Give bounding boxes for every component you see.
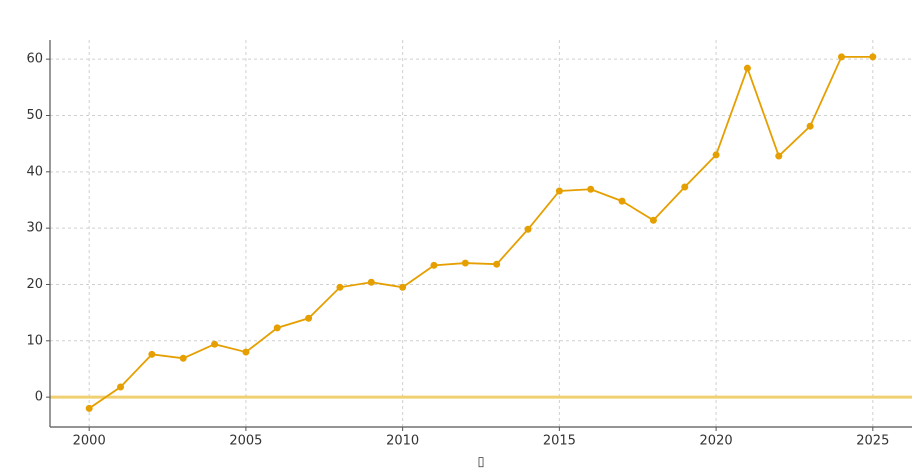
point	[649, 216, 657, 224]
point	[430, 261, 438, 269]
x-tick-label: 2015	[543, 434, 576, 449]
point	[211, 340, 219, 348]
point	[117, 383, 125, 391]
x-tick-label: 2005	[229, 434, 262, 449]
point	[869, 53, 877, 61]
point	[681, 183, 689, 191]
point	[242, 348, 250, 356]
point	[493, 260, 501, 268]
y-tick-label: 0	[35, 390, 43, 405]
y-tick-label: 30	[26, 221, 43, 236]
y-tick-label: 20	[26, 277, 43, 292]
x-tick-label: 2010	[386, 434, 419, 449]
point	[399, 283, 407, 291]
point	[743, 64, 751, 72]
y-tick-label: 10	[26, 333, 43, 348]
point	[618, 197, 626, 205]
point	[775, 152, 783, 160]
point	[712, 151, 720, 159]
y-tick-label: 40	[26, 164, 43, 179]
point	[273, 324, 281, 332]
y-tick-label: 60	[26, 52, 43, 67]
x-tick-label: 2000	[73, 434, 106, 449]
point	[148, 350, 156, 358]
x-axis-label: ▯	[477, 455, 484, 470]
point	[806, 122, 814, 130]
point	[837, 53, 845, 61]
x-tick-label: 2025	[856, 434, 889, 449]
point	[587, 185, 595, 193]
line	[88, 55, 873, 410]
point	[367, 278, 375, 286]
point	[179, 354, 187, 362]
point	[85, 404, 93, 412]
point	[305, 314, 313, 322]
point	[524, 225, 532, 233]
point	[555, 187, 563, 195]
y-tick-label: 50	[26, 108, 43, 123]
point	[461, 259, 469, 267]
x-tick-label: 2020	[700, 434, 733, 449]
point	[336, 283, 344, 291]
